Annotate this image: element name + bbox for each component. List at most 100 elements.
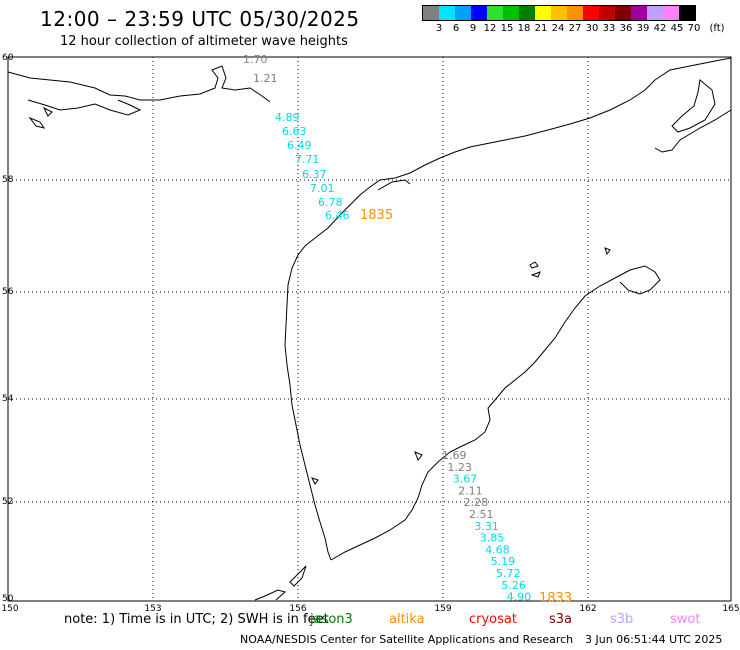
legend-level-label: 36 (619, 23, 633, 34)
track-south-time-label: 1833 (539, 591, 572, 606)
legend-swatch (455, 6, 471, 20)
legend-swatch (439, 6, 455, 20)
kamchatka-west-coast (284, 57, 732, 561)
wave-height-label: 2.11 (458, 484, 483, 497)
magadan-coast (7, 65, 271, 103)
satellite-s3b: s3b (610, 612, 634, 627)
altimeter-track-north: 1.70 1.21 4.896.636.497.71 6.377.016.786.46 (243, 53, 350, 222)
legend-level-label: 12 (483, 23, 497, 34)
map-note: note: 1) Time is in UTC; 2) SWH is in fe… (64, 612, 329, 627)
wave-height-label: 3.31 (474, 520, 499, 533)
legend-swatch (615, 6, 631, 20)
legend-swatch (647, 6, 663, 20)
legend-swatch (631, 6, 647, 20)
legend-unit: (ft) (709, 23, 725, 34)
wave-height-label: 4.89 (275, 111, 300, 124)
legend-level-label: 42 (653, 23, 667, 34)
latitude-tick-label: 52 (2, 497, 13, 507)
wave-height-label: 3.85 (480, 532, 505, 545)
legend-level-label: 30 (585, 23, 599, 34)
satellite-swot: swot (670, 612, 701, 627)
longitude-tick-label: 156 (289, 604, 306, 614)
track-north-time-label: 1835 (360, 208, 393, 223)
longitude-tick-labels: 150 153 156 159 162 165 (1, 604, 739, 614)
longitude-tick-label: 162 (579, 604, 596, 614)
legend-swatch (487, 6, 503, 20)
karaginsky-island (671, 79, 716, 133)
legend-swatch (663, 6, 679, 20)
altimeter-track-south: 1.691.233.672.112.282.513.313.854.685.19… (442, 449, 531, 604)
wave-height-label: 7.01 (310, 182, 335, 195)
legend-level-label: 15 (500, 23, 514, 34)
shumshu-island (289, 565, 307, 587)
legend-level-label: 45 (670, 23, 684, 34)
satellite-cryosat: cryosat (469, 612, 517, 627)
longitude-tick-label: 153 (144, 604, 161, 614)
wave-height-label: 6.49 (287, 139, 312, 152)
legend-swatch (551, 6, 567, 20)
map-frame (7, 56, 732, 602)
coastline (7, 57, 732, 601)
legend-swatch (567, 6, 583, 20)
wave-height-label: 5.26 (501, 579, 526, 592)
legend-swatch (471, 6, 487, 20)
legend-level-label: 70 (687, 23, 701, 34)
wave-height-label: 7.71 (295, 153, 320, 166)
latitude-tick-label: 58 (2, 175, 14, 185)
paramushir-island (254, 589, 287, 601)
latitude-tick-label: 60 (2, 53, 14, 63)
latitude-tick-labels: 60 58 56 54 52 50 (2, 53, 14, 604)
legend-swatch (519, 6, 535, 20)
wave-height-label: 6.37 (302, 168, 327, 181)
legend-swatch (583, 6, 599, 20)
wave-height-label: 2.51 (469, 508, 494, 521)
wave-height-label: 5.72 (496, 567, 521, 580)
legend-labels: 3 6 9 12 15 18 21 24 27 30 33 36 39 42 45 70 (ft) (422, 21, 725, 35)
legend-level-label: 21 (534, 23, 548, 34)
legend-swatch (679, 6, 695, 20)
wave-height-label: 6.63 (282, 125, 307, 138)
satellite-s3a: s3a (549, 612, 573, 627)
koni-peninsula (27, 99, 142, 116)
satellite-altika: altika (389, 612, 425, 627)
color-legend: 3 6 9 12 15 18 21 24 27 30 33 36 39 42 45 70 (ft) (422, 5, 725, 35)
wave-height-label: 6.78 (318, 196, 343, 209)
wave-height-label: 1.69 (442, 449, 467, 462)
legend-level-label: 18 (517, 23, 531, 34)
legend-color-bar (422, 5, 696, 21)
legend-level-label: 6 (452, 23, 460, 34)
legend-level-label: 9 (469, 23, 477, 34)
wave-height-label: 2.28 (464, 496, 489, 509)
graticule (8, 57, 731, 601)
latitude-tick-label: 50 (2, 594, 14, 604)
wave-height-label: 4.90 (507, 591, 532, 604)
legend-swatch (423, 6, 439, 20)
legend-level-label: 27 (568, 23, 582, 34)
legend-level-label: 3 (435, 23, 443, 34)
northeast-coast (654, 109, 732, 153)
latitude-tick-label: 56 (2, 287, 14, 297)
longitude-tick-label: 150 (1, 604, 18, 614)
wave-height-label: 1.70 (243, 53, 268, 66)
satellite-jason3: jason3 (310, 612, 353, 627)
legend-swatch (503, 6, 519, 20)
map-subtitle: 12 hour collection of altimeter wave hei… (60, 34, 348, 49)
wave-height-label: 3.67 (453, 473, 478, 486)
wave-height-label: 1.23 (447, 461, 472, 474)
kamchatka-east-coast (330, 265, 661, 561)
longitude-tick-label: 165 (722, 604, 739, 614)
map-title: 12:00 – 23:59 UTC 05/30/2025 (40, 7, 360, 31)
wave-height-label: 4.68 (485, 543, 510, 556)
wave-height-label: 1.21 (253, 72, 278, 85)
legend-swatch (535, 6, 551, 20)
legend-level-label: 39 (636, 23, 650, 34)
wave-height-label: 6.46 (325, 209, 350, 222)
legend-level-label: 24 (551, 23, 565, 34)
shelikhov-inner (377, 179, 411, 191)
longitude-tick-label: 159 (434, 604, 451, 614)
wave-height-label: 5.19 (491, 555, 515, 568)
footer-credit: NOAA/NESDIS Center for Satellite Applica… (240, 633, 574, 646)
latitude-tick-label: 54 (2, 394, 14, 404)
legend-level-label: 33 (602, 23, 616, 34)
